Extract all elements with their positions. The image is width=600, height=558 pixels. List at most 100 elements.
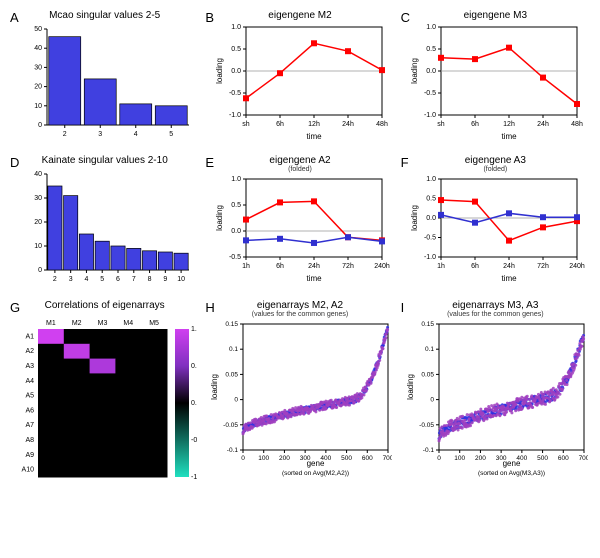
svg-text:2: 2	[53, 276, 57, 283]
svg-text:time: time	[502, 132, 518, 141]
svg-text:A9: A9	[26, 452, 35, 459]
svg-text:-0.1: -0.1	[227, 447, 239, 454]
panel-F-title: eigengene A3	[401, 155, 590, 166]
svg-text:6h: 6h	[276, 263, 284, 270]
svg-text:100: 100	[454, 455, 465, 462]
svg-text:loading: loading	[210, 374, 219, 400]
svg-text:4: 4	[133, 131, 137, 138]
svg-text:loading: loading	[406, 374, 415, 400]
bar-chart-D: 0102030402345678910	[15, 168, 195, 288]
svg-text:6: 6	[116, 276, 120, 283]
panel-B-label: B	[205, 10, 214, 25]
figure-grid: A Mcao singular values 2-5 0102030405023…	[10, 10, 590, 483]
svg-text:A6: A6	[26, 407, 35, 414]
svg-text:M4: M4	[124, 320, 134, 327]
svg-text:0.0: 0.0	[231, 228, 241, 235]
svg-text:-0.05: -0.05	[224, 422, 239, 429]
svg-text:30: 30	[34, 195, 42, 202]
panel-E: E eigengene A2 (folded) -0.50.00.51.01h6…	[205, 155, 394, 288]
scatter-H: -0.1-0.0500.050.10.150100200300400500600…	[207, 320, 392, 480]
svg-text:A8: A8	[26, 437, 35, 444]
panel-G-title: Correlations of eigenarrays	[10, 300, 199, 311]
panel-E-subtitle: (folded)	[205, 166, 394, 173]
svg-text:6h: 6h	[471, 121, 479, 128]
svg-text:500: 500	[342, 455, 353, 462]
svg-text:A7: A7	[26, 422, 35, 429]
svg-text:700: 700	[383, 455, 392, 462]
svg-text:0.05: 0.05	[226, 371, 239, 378]
svg-text:6h: 6h	[276, 121, 284, 128]
svg-text:-0.5: -0.5	[424, 90, 436, 97]
svg-text:1.0: 1.0	[427, 176, 437, 183]
svg-text:A10: A10	[22, 467, 35, 474]
svg-text:72h: 72h	[342, 263, 354, 270]
svg-text:40: 40	[34, 45, 42, 52]
svg-text:20: 20	[34, 84, 42, 91]
svg-text:0: 0	[38, 122, 42, 129]
panel-H-label: H	[205, 300, 214, 315]
svg-text:loading: loading	[215, 205, 224, 231]
svg-text:9: 9	[163, 276, 167, 283]
panel-C-title: eigengene M3	[401, 10, 590, 21]
svg-text:M5: M5	[149, 320, 159, 327]
panel-G-label: G	[10, 300, 20, 315]
svg-text:72h: 72h	[537, 263, 549, 270]
svg-text:-0.05: -0.05	[419, 422, 434, 429]
svg-text:loading: loading	[410, 205, 419, 231]
svg-text:600: 600	[558, 455, 569, 462]
svg-text:0.: 0.	[191, 400, 197, 407]
svg-text:(sorted on Avg(M2,A2)): (sorted on Avg(M2,A2))	[282, 470, 349, 477]
svg-text:0: 0	[242, 455, 246, 462]
svg-text:0: 0	[38, 267, 42, 274]
svg-text:-1.0: -1.0	[424, 254, 436, 261]
svg-text:1h: 1h	[242, 263, 250, 270]
svg-text:0: 0	[235, 397, 239, 404]
svg-text:12h: 12h	[503, 121, 515, 128]
svg-text:0.1: 0.1	[425, 346, 434, 353]
svg-text:-1.0: -1.0	[424, 112, 436, 119]
panel-F-label: F	[401, 155, 409, 170]
panel-B-title: eigengene M2	[205, 10, 394, 21]
svg-text:0.5: 0.5	[231, 46, 241, 53]
svg-text:M3: M3	[98, 320, 108, 327]
svg-text:gene: gene	[502, 459, 520, 468]
svg-text:1.: 1.	[191, 326, 197, 333]
svg-text:0.0: 0.0	[427, 68, 437, 75]
panel-D-title: Kainate singular values 2-10	[10, 155, 199, 166]
svg-text:gene: gene	[307, 459, 325, 468]
svg-text:A5: A5	[26, 393, 35, 400]
line-chart-B: -1.0-0.50.00.51.0sh6h12h24h48htimeloadin…	[210, 23, 390, 143]
panel-D-label: D	[10, 155, 19, 170]
svg-text:0.05: 0.05	[421, 371, 434, 378]
svg-text:2: 2	[62, 131, 66, 138]
panel-D: D Kainate singular values 2-10 010203040…	[10, 155, 199, 288]
panel-A: A Mcao singular values 2-5 0102030405023…	[10, 10, 199, 143]
svg-text:-1.: -1.	[191, 474, 197, 481]
panel-G: G Correlations of eigenarrays M1M2M3M4M5…	[10, 300, 199, 483]
heatmap-G: M1M2M3M4M5A1A2A3A4A5A6A7A8A9A10-1.-0.50.…	[12, 313, 197, 483]
svg-text:5: 5	[169, 131, 173, 138]
svg-text:A2: A2	[26, 348, 35, 355]
svg-text:48h: 48h	[376, 121, 388, 128]
svg-text:0: 0	[437, 455, 441, 462]
svg-text:time: time	[306, 132, 322, 141]
svg-text:1h: 1h	[437, 263, 445, 270]
svg-text:0.5: 0.5	[427, 46, 437, 53]
svg-text:24h: 24h	[537, 121, 549, 128]
svg-text:-0.1: -0.1	[423, 447, 435, 454]
svg-text:240h: 240h	[570, 263, 586, 270]
svg-text:-0.5: -0.5	[229, 90, 241, 97]
svg-text:0.0: 0.0	[427, 215, 437, 222]
svg-text:240h: 240h	[374, 263, 390, 270]
svg-text:200: 200	[279, 455, 290, 462]
svg-text:30: 30	[34, 64, 42, 71]
svg-text:-0.5: -0.5	[424, 235, 436, 242]
svg-text:24h: 24h	[503, 263, 515, 270]
svg-text:200: 200	[475, 455, 486, 462]
scatter-I: -0.1-0.0500.050.10.150100200300400500600…	[403, 320, 588, 480]
svg-text:10: 10	[34, 243, 42, 250]
svg-text:7: 7	[131, 276, 135, 283]
panel-E-title: eigengene A2	[205, 155, 394, 166]
svg-text:3: 3	[98, 131, 102, 138]
svg-text:sh: sh	[438, 121, 446, 128]
